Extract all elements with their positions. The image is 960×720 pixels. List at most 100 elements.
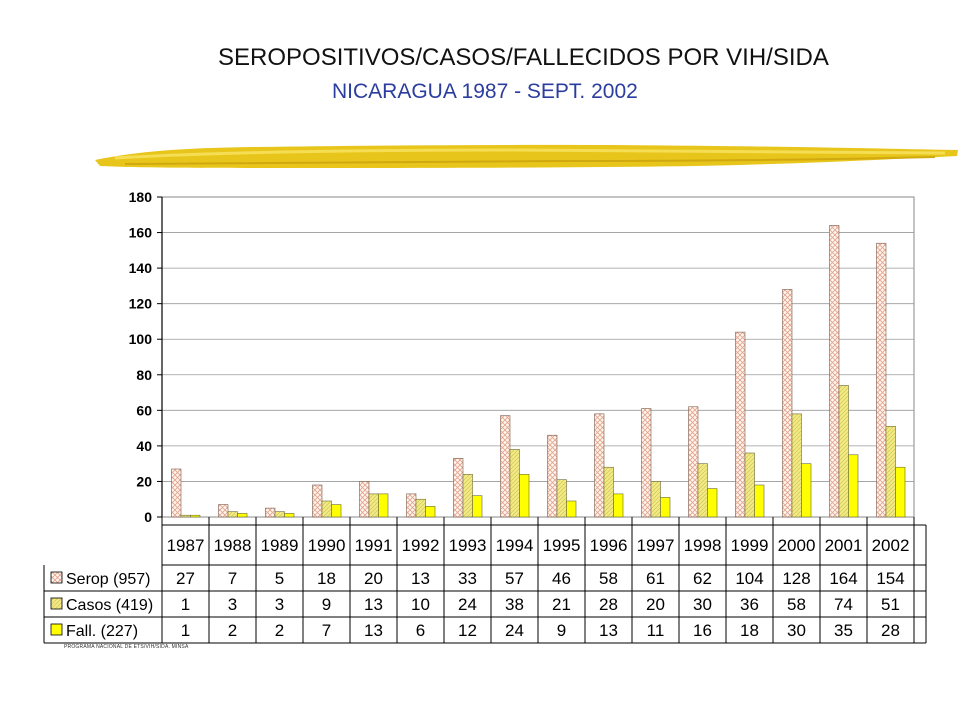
bar-casos bbox=[274, 511, 285, 518]
y-tick-label: 40 bbox=[136, 438, 152, 454]
x-category-label: 1990 bbox=[308, 536, 346, 555]
bar-fall bbox=[613, 493, 624, 518]
bar-casos bbox=[885, 426, 896, 518]
table-value: 12 bbox=[458, 621, 477, 640]
table-value: 46 bbox=[552, 569, 571, 588]
y-tick-label: 60 bbox=[136, 402, 152, 418]
bar-casos bbox=[744, 452, 755, 518]
bar-serop bbox=[406, 493, 417, 518]
table-value: 128 bbox=[782, 569, 810, 588]
y-tick-label: 120 bbox=[129, 296, 153, 312]
table-value: 10 bbox=[411, 595, 430, 614]
bar-serop bbox=[312, 484, 323, 518]
bar-serop bbox=[359, 481, 370, 518]
x-category-label: 1991 bbox=[355, 536, 393, 555]
bar-fall bbox=[472, 495, 483, 518]
table-value: 58 bbox=[599, 569, 618, 588]
x-category-label: 1995 bbox=[543, 536, 581, 555]
y-tick-label: 0 bbox=[144, 509, 152, 525]
bar-fall bbox=[237, 513, 248, 518]
bar-casos bbox=[368, 493, 379, 518]
bar-serop bbox=[547, 434, 558, 518]
table-value: 18 bbox=[740, 621, 759, 640]
bar-serop bbox=[594, 413, 605, 518]
bar-casos bbox=[227, 511, 238, 518]
bar-fall bbox=[895, 466, 906, 518]
bar-casos bbox=[462, 474, 473, 518]
legend-key bbox=[50, 623, 63, 636]
legend-label: Fall. (227) bbox=[66, 623, 138, 640]
bar-casos bbox=[697, 463, 708, 518]
x-category-label: 1988 bbox=[214, 536, 252, 555]
legend-label: Casos (419) bbox=[66, 597, 153, 614]
decorative-brush-stroke bbox=[95, 144, 958, 168]
x-category-label: 1989 bbox=[261, 536, 299, 555]
bar-serop bbox=[453, 458, 464, 518]
table-value: 24 bbox=[505, 621, 524, 640]
table-value: 30 bbox=[693, 595, 712, 614]
table-value: 5 bbox=[275, 569, 284, 588]
bar-serop bbox=[265, 507, 276, 518]
table-value: 62 bbox=[693, 569, 712, 588]
bar-fall bbox=[707, 488, 718, 518]
bar-fall bbox=[284, 513, 295, 518]
bar-fall bbox=[801, 463, 812, 518]
table-value: 36 bbox=[740, 595, 759, 614]
legend-label: Serop (957) bbox=[66, 571, 151, 588]
table-value: 58 bbox=[787, 595, 806, 614]
bar-fall bbox=[190, 514, 201, 518]
table-value: 7 bbox=[322, 621, 331, 640]
table-value: 9 bbox=[557, 621, 566, 640]
table-value: 21 bbox=[552, 595, 571, 614]
table-value: 13 bbox=[364, 621, 383, 640]
table-value: 1 bbox=[181, 595, 190, 614]
source-note: PROGRAMA NACIONAL DE ETS/VIH/SIDA. MINSA bbox=[64, 644, 189, 650]
table-value: 20 bbox=[364, 569, 383, 588]
table-value: 28 bbox=[599, 595, 618, 614]
x-category-label: 1992 bbox=[402, 536, 440, 555]
x-category-label: 1987 bbox=[167, 536, 205, 555]
x-category-label: 1994 bbox=[496, 536, 534, 555]
bar-casos bbox=[838, 385, 849, 518]
table-value: 30 bbox=[787, 621, 806, 640]
table-value: 35 bbox=[834, 621, 853, 640]
bar-fall bbox=[754, 484, 765, 518]
table-value: 16 bbox=[693, 621, 712, 640]
table-value: 61 bbox=[646, 569, 665, 588]
y-tick-label: 140 bbox=[129, 260, 153, 276]
bar-serop bbox=[782, 289, 793, 518]
bar-casos bbox=[556, 479, 567, 518]
table-value: 24 bbox=[458, 595, 477, 614]
table-value: 2 bbox=[275, 621, 284, 640]
x-category-label: 1996 bbox=[590, 536, 628, 555]
bar-fall bbox=[519, 474, 530, 518]
table-value: 13 bbox=[411, 569, 430, 588]
x-category-label: 1998 bbox=[684, 536, 722, 555]
bar-serop bbox=[688, 406, 699, 518]
bar-serop bbox=[500, 415, 511, 518]
table-value: 51 bbox=[881, 595, 900, 614]
table-value: 13 bbox=[599, 621, 618, 640]
bar-serop bbox=[829, 225, 840, 518]
table-value: 27 bbox=[176, 569, 195, 588]
table-value: 9 bbox=[322, 595, 331, 614]
bar-serop bbox=[735, 331, 746, 518]
table-value: 164 bbox=[829, 569, 857, 588]
table-value: 154 bbox=[876, 569, 904, 588]
chart-subtitle: NICARAGUA 1987 - SEPT. 2002 bbox=[332, 80, 638, 103]
bar-casos bbox=[650, 481, 661, 518]
x-category-label: 1999 bbox=[731, 536, 769, 555]
y-tick-label: 160 bbox=[129, 225, 153, 241]
table-value: 1 bbox=[181, 621, 190, 640]
bar-fall bbox=[566, 500, 577, 518]
bar-serop bbox=[876, 242, 887, 518]
table-value: 20 bbox=[646, 595, 665, 614]
bar-serop bbox=[171, 468, 182, 518]
bar-casos bbox=[321, 500, 332, 518]
table-value: 2 bbox=[228, 621, 237, 640]
y-tick-label: 80 bbox=[136, 367, 152, 383]
legend-key bbox=[50, 571, 63, 584]
table-value: 7 bbox=[228, 569, 237, 588]
table-value: 104 bbox=[735, 569, 763, 588]
